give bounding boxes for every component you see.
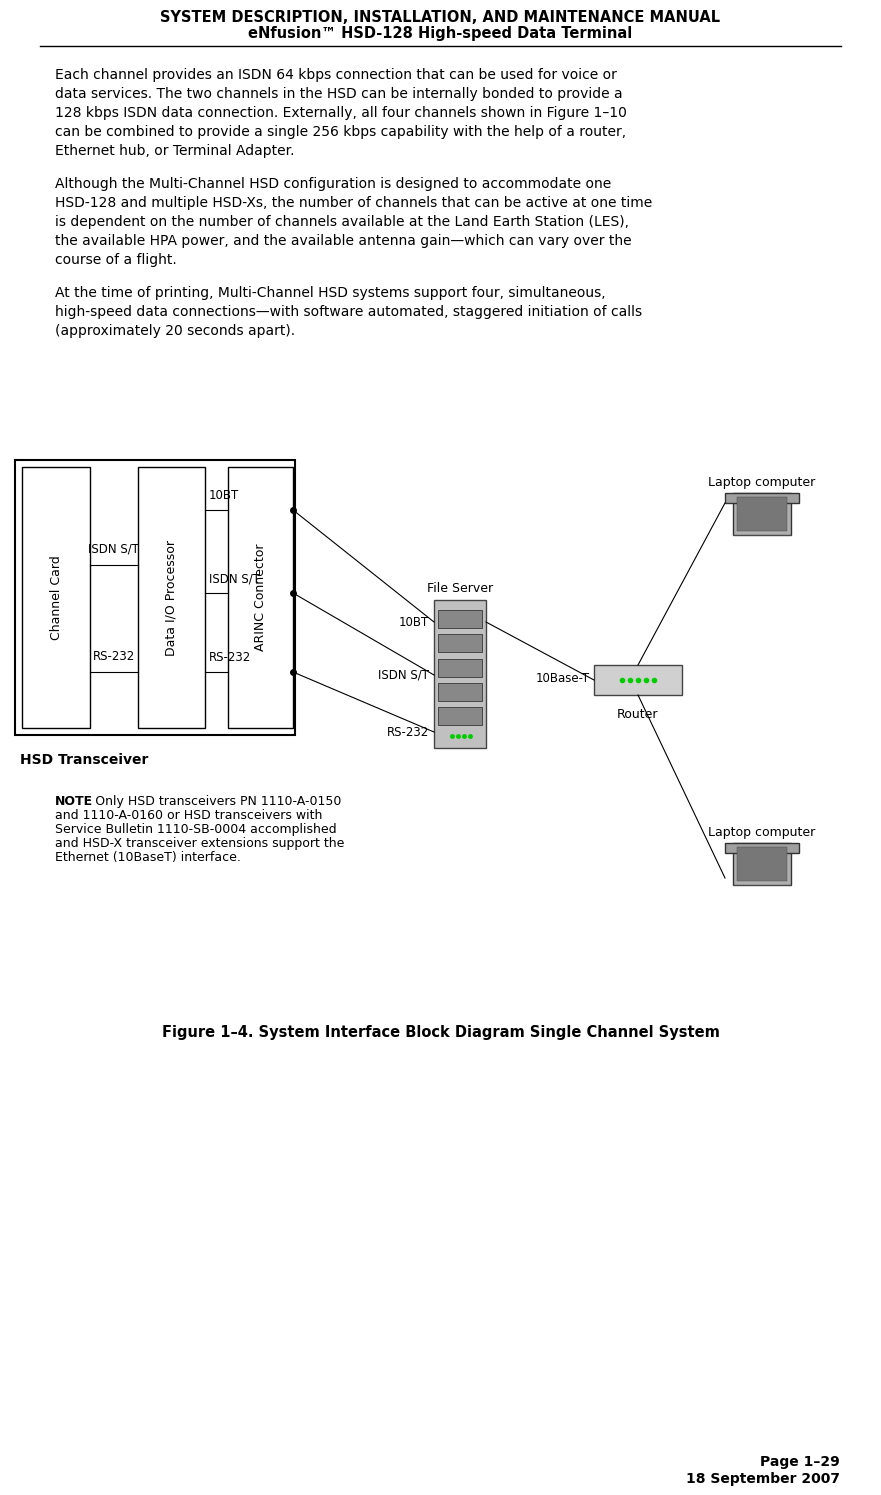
Bar [733, 843, 791, 885]
Text: data services. The two channels in the HSD can be internally bonded to provide a: data services. The two channels in the H… [55, 87, 623, 102]
Text: and 1110-A-0160 or HSD transceivers with: and 1110-A-0160 or HSD transceivers with [55, 809, 322, 822]
Text: 10BT: 10BT [399, 616, 429, 628]
Text: At the time of printing, Multi-Channel HSD systems support four, simultaneous,: At the time of printing, Multi-Channel H… [55, 286, 605, 300]
Text: ISDN S/T: ISDN S/T [88, 543, 139, 556]
Text: course of a flight.: course of a flight. [55, 253, 177, 268]
Text: is dependent on the number of channels available at the Land Earth Station (LES): is dependent on the number of channels a… [55, 215, 629, 229]
Bar [228, 466, 293, 728]
Text: Channel Card: Channel Card [49, 555, 63, 640]
Text: File Server: File Server [427, 582, 493, 595]
Text: and HSD-X transceiver extensions support the: and HSD-X transceiver extensions support… [55, 837, 344, 851]
Text: SYSTEM DESCRIPTION, INSTALLATION, AND MAINTENANCE MANUAL: SYSTEM DESCRIPTION, INSTALLATION, AND MA… [160, 10, 721, 25]
Bar [438, 634, 482, 652]
Bar [594, 665, 682, 695]
Bar [737, 496, 787, 531]
Text: RS-232: RS-232 [93, 650, 135, 662]
Text: ISDN S/T: ISDN S/T [378, 668, 429, 682]
Text: 10Base-T: 10Base-T [536, 671, 590, 685]
Text: RS-232: RS-232 [209, 650, 251, 664]
Text: RS-232: RS-232 [387, 725, 429, 739]
Text: ARINC Connector: ARINC Connector [254, 544, 267, 652]
Bar [438, 610, 482, 628]
Text: Router: Router [618, 709, 659, 721]
Text: high-speed data connections—with software automated, staggered initiation of cal: high-speed data connections—with softwar… [55, 305, 642, 318]
Text: ISDN S/T: ISDN S/T [209, 573, 260, 585]
Bar [15, 460, 295, 736]
Bar [725, 493, 799, 502]
Text: Each channel provides an ISDN 64 kbps connection that can be used for voice or: Each channel provides an ISDN 64 kbps co… [55, 67, 617, 82]
Text: Service Bulletin 1110-SB-0004 accomplished: Service Bulletin 1110-SB-0004 accomplish… [55, 824, 337, 836]
Text: Ethernet hub, or Terminal Adapter.: Ethernet hub, or Terminal Adapter. [55, 144, 294, 158]
Text: Ethernet (10BaseT) interface.: Ethernet (10BaseT) interface. [55, 851, 241, 864]
Text: the available HPA power, and the available antenna gain—which can vary over the: the available HPA power, and the availab… [55, 235, 632, 248]
Text: NOTE: NOTE [55, 795, 93, 807]
Bar [22, 466, 90, 728]
Text: 18 September 2007: 18 September 2007 [686, 1473, 840, 1486]
Text: Data I/O Processor: Data I/O Processor [165, 540, 178, 655]
Text: (approximately 20 seconds apart).: (approximately 20 seconds apart). [55, 324, 295, 338]
Bar [438, 707, 482, 725]
Text: Laptop computer: Laptop computer [708, 475, 816, 489]
Text: : Only HSD transceivers PN 1110-A-0150: : Only HSD transceivers PN 1110-A-0150 [87, 795, 341, 807]
Text: 10BT: 10BT [209, 489, 240, 502]
Bar [438, 659, 482, 677]
Bar [438, 683, 482, 701]
Text: HSD-128 and multiple HSD-Xs, the number of channels that can be active at one ti: HSD-128 and multiple HSD-Xs, the number … [55, 196, 652, 209]
Bar [138, 466, 205, 728]
Bar [733, 493, 791, 535]
Text: 128 kbps ISDN data connection. Externally, all four channels shown in Figure 1–1: 128 kbps ISDN data connection. Externall… [55, 106, 627, 120]
Bar [737, 848, 787, 881]
Text: Although the Multi-Channel HSD configuration is designed to accommodate one: Although the Multi-Channel HSD configura… [55, 176, 611, 191]
Text: can be combined to provide a single 256 kbps capability with the help of a route: can be combined to provide a single 256 … [55, 126, 626, 139]
Text: Figure 1–4. System Interface Block Diagram Single Channel System: Figure 1–4. System Interface Block Diagr… [161, 1026, 720, 1041]
Text: Laptop computer: Laptop computer [708, 827, 816, 839]
Text: Page 1–29: Page 1–29 [760, 1455, 840, 1470]
Bar [725, 843, 799, 854]
Bar [434, 599, 486, 748]
Text: eNfusion™ HSD-128 High-speed Data Terminal: eNfusion™ HSD-128 High-speed Data Termin… [248, 25, 633, 40]
Text: HSD Transceiver: HSD Transceiver [20, 753, 148, 767]
